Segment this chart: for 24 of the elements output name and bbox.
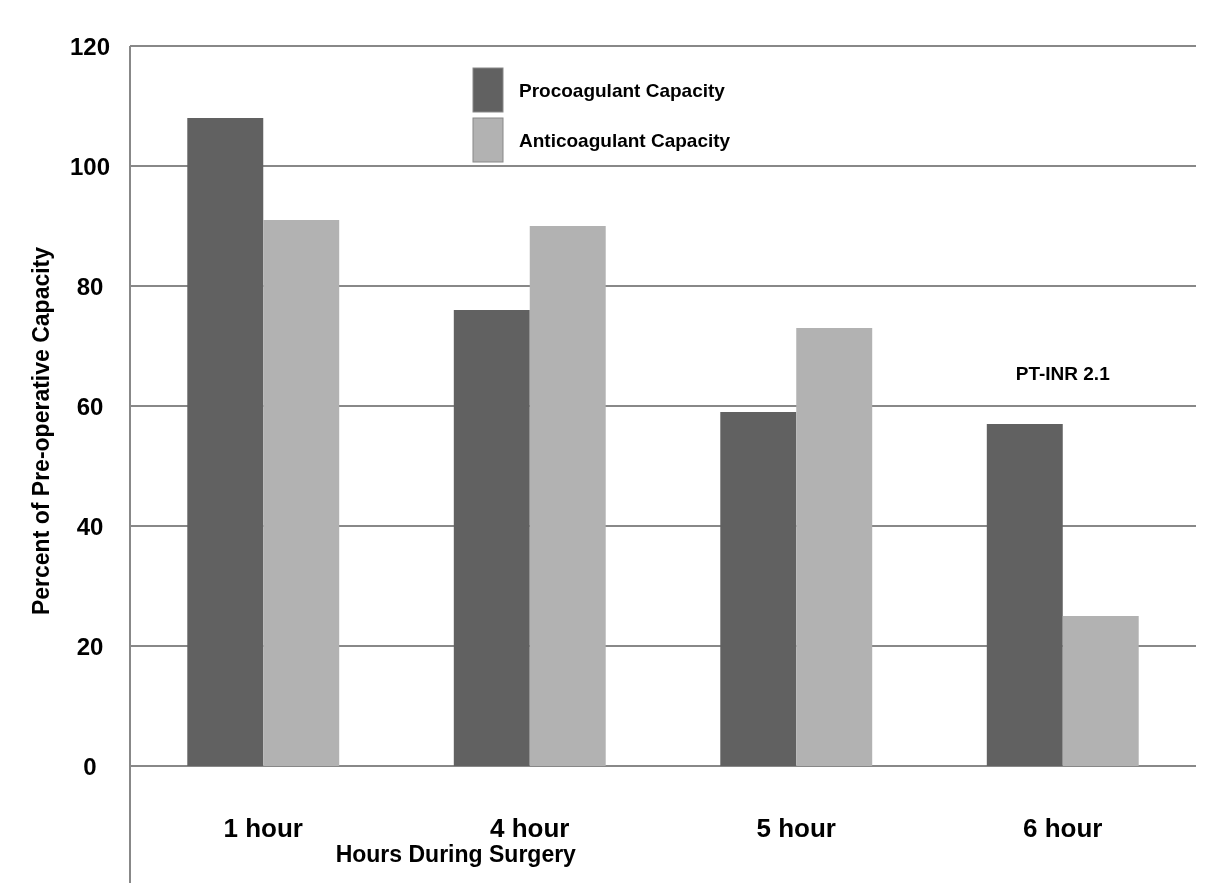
bar (529, 226, 606, 766)
y-tick-label: 100 (69, 152, 111, 180)
x-tick-label: 4 hour (490, 813, 570, 843)
bar (187, 118, 264, 766)
y-tick-label: 80 (76, 272, 104, 300)
annotation: PT-INR 2.1 (1015, 363, 1111, 385)
bar (720, 412, 797, 766)
legend-label: Anticoagulant Capacity (519, 129, 731, 151)
x-tick-label: 5 hour (756, 813, 836, 843)
y-tick-label: 20 (76, 632, 104, 660)
bar (453, 310, 530, 766)
bar (986, 424, 1063, 766)
y-tick-label: 60 (76, 392, 104, 420)
y-tick-label: 120 (69, 32, 111, 60)
bar (263, 220, 340, 766)
x-tick-label: 1 hour (223, 813, 303, 843)
y-tick-label: 0 (83, 752, 97, 780)
y-axis-title: Percent of Pre-operative Capacity (28, 246, 54, 616)
x-axis-title: Hours During Surgery (335, 841, 577, 867)
bar (796, 328, 873, 766)
legend-label: Procoagulant Capacity (519, 79, 726, 101)
x-tick-label: 6 hour (1023, 813, 1103, 843)
y-tick-label: 40 (76, 512, 104, 540)
bar (1062, 616, 1139, 766)
